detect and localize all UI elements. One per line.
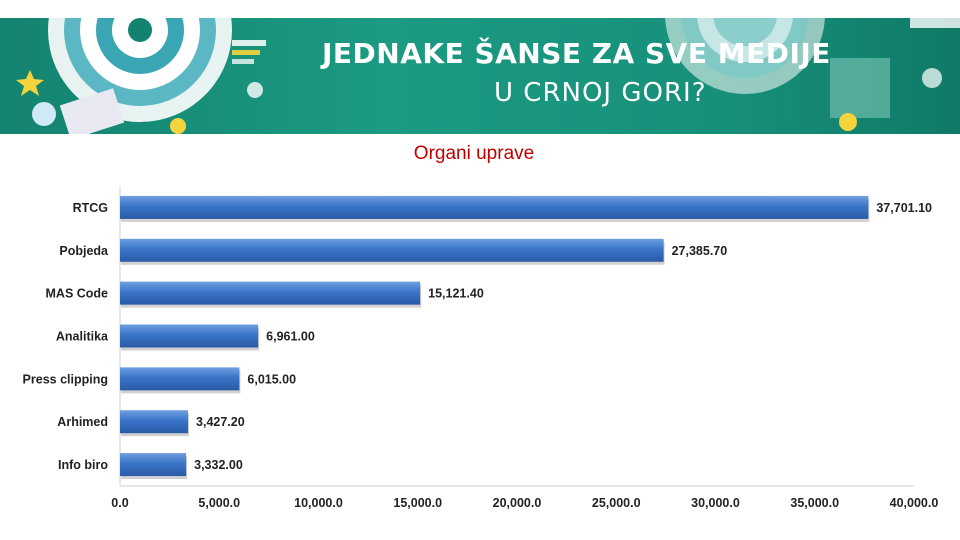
banner-subtitle: U CRNOJ GORI? — [494, 78, 707, 108]
bar — [120, 324, 259, 348]
category-label: Info biro — [58, 458, 108, 472]
banner-title: JEDNAKE ŠANSE ZA SVE MEDIJE — [322, 37, 831, 70]
value-label: 3,332.00 — [194, 458, 243, 472]
bar — [120, 410, 189, 434]
category-label: Arhimed — [57, 415, 108, 429]
category-label: Press clipping — [23, 372, 108, 386]
magnifier-icon — [32, 102, 56, 126]
x-tick-label: 30,000.0 — [691, 496, 740, 510]
smiley-icon-right — [839, 113, 857, 131]
bar — [120, 281, 421, 305]
chart-title: Organi uprave — [413, 143, 535, 164]
x-tick-label: 15,000.0 — [393, 496, 442, 510]
bar — [120, 453, 187, 477]
pencil-icon — [910, 18, 960, 28]
category-label: Pobjeda — [59, 244, 109, 258]
value-label: 37,701.10 — [876, 201, 932, 215]
x-tick-label: 40,000.0 — [890, 496, 939, 510]
bar — [120, 238, 664, 262]
x-tick-label: 10,000.0 — [294, 496, 343, 510]
star-icon — [16, 70, 44, 96]
value-label: 3,427.20 — [196, 415, 245, 429]
cloud-icon — [247, 82, 263, 98]
bar — [120, 195, 869, 219]
category-label: Analitika — [56, 330, 109, 344]
x-tick-label: 0.0 — [111, 496, 128, 510]
value-label: 6,015.00 — [247, 372, 296, 386]
x-tick-label: 25,000.0 — [592, 496, 641, 510]
signal-lines-icon — [232, 40, 266, 46]
value-label: 27,385.70 — [672, 244, 728, 258]
banner-decoration — [16, 18, 960, 134]
smiley-icon — [170, 118, 186, 134]
x-tick-label: 20,000.0 — [493, 496, 542, 510]
category-label: RTCG — [73, 201, 108, 215]
value-label: 6,961.00 — [266, 330, 315, 344]
cloud-icon-right — [922, 68, 942, 88]
document-icon — [830, 58, 890, 118]
header-banner: JEDNAKE ŠANSE ZA SVE MEDIJE U CRNOJ GORI… — [0, 18, 960, 134]
bar — [120, 367, 240, 391]
x-tick-label: 35,000.0 — [790, 496, 839, 510]
x-tick-label: 5,000.0 — [198, 496, 240, 510]
target-icon-right — [665, 18, 825, 94]
newspaper-icon — [59, 88, 125, 134]
category-label: MAS Code — [46, 287, 109, 301]
value-label: 15,121.40 — [428, 287, 484, 301]
